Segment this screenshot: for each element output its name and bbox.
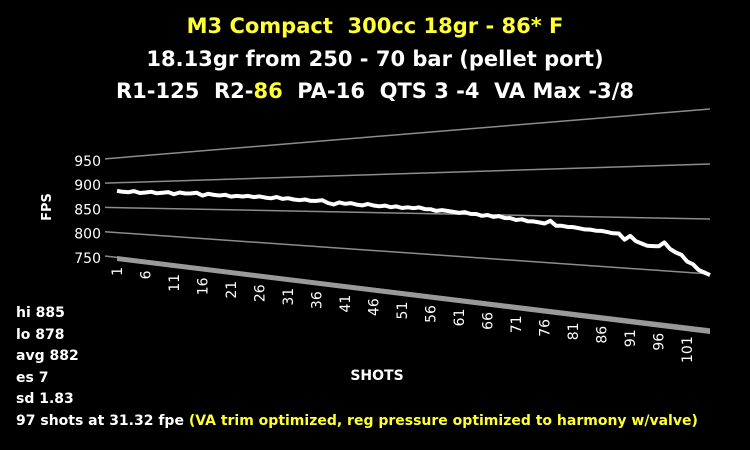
y-tick-label: 850	[74, 202, 101, 218]
velocity-series-line	[116, 188, 711, 277]
x-tick-label: 11	[167, 274, 183, 292]
x-axis-floor	[117, 256, 710, 334]
x-tick-label: 51	[395, 302, 411, 320]
x-tick-label: 16	[196, 277, 212, 295]
stat-hi: hi 885	[16, 305, 65, 321]
gridline	[104, 163, 711, 184]
gridline	[104, 206, 711, 220]
stat-es: es 7	[16, 369, 49, 386]
title-segment: PA-16 QTS 3 -4 VA Max -3/8	[282, 79, 634, 103]
shot-statistics: hi 885 lo 878 avg 882 es 7 sd 1.83 97 shots a…	[16, 303, 698, 432]
title-segment: R1-125 R2-	[115, 79, 254, 103]
x-tick-label: 6	[139, 270, 155, 279]
title-highlight-r2: 86	[253, 79, 283, 103]
x-tick-label: 101	[680, 336, 696, 363]
y-axis-title: FPS	[40, 193, 55, 221]
x-tick-label: 31	[281, 288, 297, 306]
x-tick-label: 66	[481, 312, 497, 330]
x-tick-label: 61	[452, 309, 468, 327]
x-tick-label: 41	[338, 295, 354, 313]
tuning-note: (VA trim optimized, reg pressure optimiz…	[188, 412, 698, 429]
chart-title-line-1: M3 Compact 300cc 18gr - 86* F	[186, 14, 564, 38]
chart-title-line-3: R1-125 R2-86 PA-16 QTS 3 -4 VA Max -3/8	[0, 79, 750, 103]
x-tick-label: 1	[110, 267, 126, 276]
gridline	[104, 108, 711, 160]
x-tick-label: 36	[310, 291, 326, 309]
x-tick-label: 76	[538, 319, 554, 337]
chart-title-line-2: 18.13gr from 250 - 70 bar (pellet port)	[146, 47, 604, 71]
x-tick-label: 21	[224, 281, 240, 299]
x-tick-label: 96	[652, 333, 668, 351]
stat-lo: lo 878	[16, 326, 65, 343]
x-tick-label: 81	[566, 322, 582, 340]
x-tick-label: 56	[424, 305, 440, 323]
x-tick-label: 86	[595, 326, 611, 344]
x-tick-label: 26	[253, 284, 269, 302]
x-tick-label: 46	[367, 298, 383, 316]
shot-count-text: 97 shots at 31.32 fpe	[16, 412, 189, 429]
y-tick-label: 800	[74, 227, 101, 243]
y-tick-label: 750	[74, 251, 101, 267]
y-tick-label: 900	[74, 178, 101, 194]
x-tick-label: 91	[623, 329, 639, 347]
y-tick-label: 950	[74, 154, 101, 170]
x-axis-title: SHOTS	[350, 368, 403, 384]
stat-avg: avg 882	[16, 348, 79, 364]
x-tick-label: 71	[509, 315, 525, 333]
stat-sd: sd 1.83	[16, 391, 74, 407]
stat-shot-count: 97 shots at 31.32 fpe (VA trim optimized…	[16, 411, 698, 433]
gridline	[104, 230, 711, 275]
